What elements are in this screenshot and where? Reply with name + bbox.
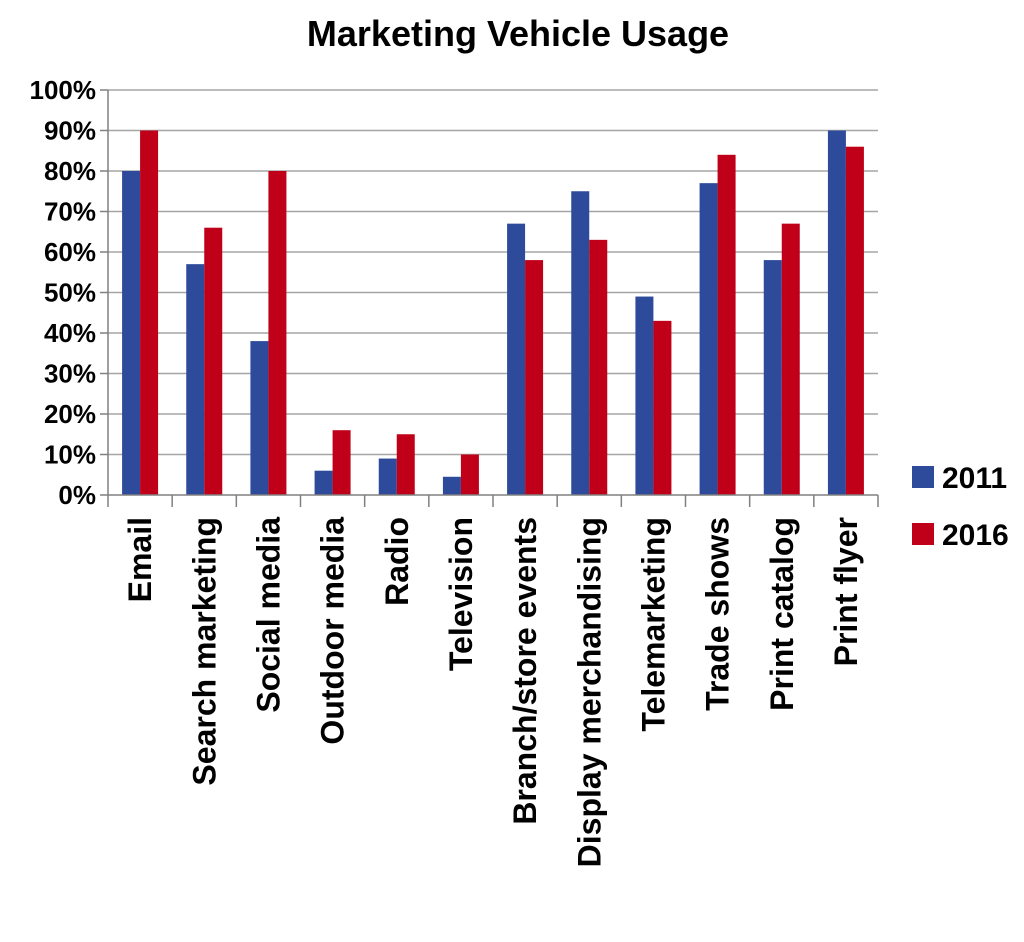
y-tick-label: 20% <box>44 399 96 429</box>
x-category-label: Print catalog <box>764 517 800 711</box>
chart-title: Marketing Vehicle Usage <box>307 13 729 54</box>
bar-2011-5 <box>442 476 461 495</box>
grid-layer <box>108 89 878 456</box>
bar-2011-6 <box>507 223 526 495</box>
y-tick-label: 80% <box>44 156 96 186</box>
y-tick-label: 60% <box>44 237 96 267</box>
legend-swatch-2016 <box>912 523 934 545</box>
x-category-label: Telemarketing <box>635 517 671 732</box>
x-category-label: Trade shows <box>700 517 736 711</box>
x-category-label: Email <box>122 517 158 602</box>
y-tick-label: 30% <box>44 359 96 389</box>
bar-2016-1 <box>204 227 223 495</box>
bar-2016-9 <box>717 154 736 496</box>
bar-2011-4 <box>378 458 397 495</box>
x-category-label: Display merchandising <box>571 517 607 867</box>
legend-swatch-2011 <box>912 466 934 488</box>
y-tick-label: 50% <box>44 278 96 308</box>
bar-2011-9 <box>699 183 718 495</box>
x-category-label: Outdoor media <box>315 517 351 745</box>
x-category-label: Radio <box>379 517 415 606</box>
x-category-label: Print flyer <box>828 517 864 666</box>
bar-2011-11 <box>827 130 846 495</box>
legend-label-2016: 2016 <box>942 519 1009 552</box>
bar-2011-10 <box>763 260 782 495</box>
bar-2016-0 <box>140 130 159 495</box>
bar-2011-8 <box>635 296 654 495</box>
x-category-label: Television <box>443 517 479 671</box>
y-tick-label: 0% <box>58 480 96 510</box>
bar-2011-3 <box>314 470 333 495</box>
bar-2016-2 <box>268 171 287 495</box>
bar-2016-5 <box>460 454 479 495</box>
x-category-label: Branch/store events <box>507 517 543 825</box>
bar-2016-11 <box>845 146 864 495</box>
bar-2011-7 <box>571 191 590 495</box>
y-tick-label: 10% <box>44 440 96 470</box>
bar-2011-0 <box>122 171 141 495</box>
legend-label-2011: 2011 <box>942 462 1007 495</box>
bar-2016-8 <box>653 320 672 495</box>
bar-2011-2 <box>250 341 269 495</box>
bar-2011-1 <box>186 264 205 495</box>
x-category-label: Search marketing <box>186 517 222 786</box>
bar-2016-6 <box>525 260 544 495</box>
bar-2016-10 <box>781 223 800 495</box>
y-tick-label: 90% <box>44 116 96 146</box>
bars-layer <box>122 130 864 496</box>
x-category-label: Social media <box>250 517 286 713</box>
y-tick-label: 40% <box>44 318 96 348</box>
bar-2016-3 <box>332 430 351 495</box>
legend: 2011 2016 <box>912 462 1009 552</box>
y-tick-label: 70% <box>44 197 96 227</box>
bar-2016-7 <box>589 239 608 495</box>
bar-2016-4 <box>396 434 415 495</box>
axis-layer: 0% 10% 20% 30% 40% 50% 60% 70% 80% 90% 100% Email Se… <box>30 75 879 867</box>
y-tick-label: 100% <box>30 75 97 105</box>
